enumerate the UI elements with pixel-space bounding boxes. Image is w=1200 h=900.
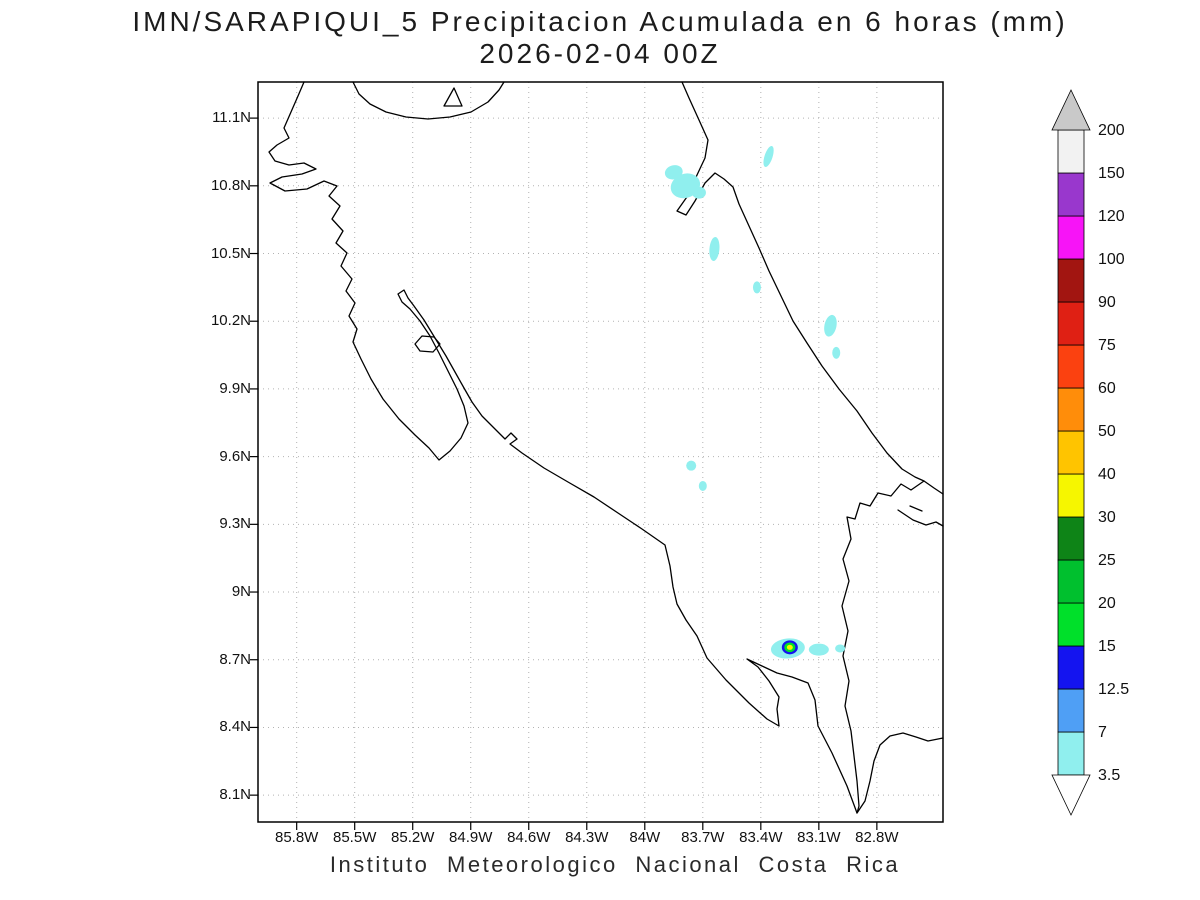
colorbar-segment (1057, 301, 1085, 346)
precip-patch (832, 346, 841, 359)
lat-tick-label: 9.3N (219, 515, 251, 533)
precip-patch (709, 237, 720, 261)
precip-patch (752, 281, 761, 294)
lon-tick-label: 85.5W (333, 829, 377, 846)
lat-tick-label: 9.9N (219, 379, 251, 397)
lon-tick-label: 84.9W (449, 829, 493, 846)
precip-patch (808, 643, 829, 656)
map-canvas (250, 81, 944, 830)
colorbar-segment (1057, 215, 1085, 260)
lon-tick-label: 85.8W (274, 829, 319, 846)
chart-title: IMN/SARAPIQUI_5 Precipitacion Acumulada … (132, 6, 1068, 37)
axis-tick-marks (250, 117, 878, 830)
coastline-layer (268, 81, 944, 814)
pacific-coastline (268, 81, 944, 814)
lat-tick-label: 9.6N (219, 447, 251, 465)
footer-text: Instituto Meteorologico Nacional Costa R… (329, 852, 901, 877)
chart-datetime: 2026-02-04 00Z (479, 38, 721, 69)
lon-tick-label: 85.2W (391, 829, 435, 846)
colorbar-segment (1057, 172, 1085, 217)
lon-tick-label: 83.7W (681, 829, 725, 846)
colorbar-top-arrow (1051, 89, 1091, 131)
colorbar-label: 50 (1098, 423, 1116, 440)
lake-nicaragua-shore (352, 81, 505, 120)
colorbar-label: 40 (1098, 466, 1116, 483)
colorbar-label: 200 (1098, 122, 1125, 139)
precip-patch (835, 644, 846, 653)
colorbar-label: 12.5 (1098, 681, 1129, 698)
colorbar-label: 60 (1098, 380, 1116, 397)
precipitation-layer (664, 145, 846, 659)
colorbar-canvas: 3.5 7 12.5 15 20 25 30 40 50 60 75 90 100 120 150 200 (1051, 89, 1129, 816)
lat-tick-label: 9N (231, 583, 251, 601)
precip-patch (698, 480, 707, 491)
colorbar-segment (1057, 430, 1085, 475)
lat-tick-label: 8.1N (219, 786, 251, 804)
lat-tick-label: 10.2N (210, 312, 251, 330)
precip-patch (786, 644, 793, 650)
grid-lines (258, 82, 943, 822)
colorbar-segment (1057, 645, 1085, 690)
lon-tick-label: 84W (629, 829, 661, 846)
bocas-coast-detail (897, 505, 944, 527)
lat-tick-label: 10.5N (210, 244, 251, 262)
lat-tick-label: 8.4N (219, 718, 251, 736)
colorbar-label: 30 (1098, 509, 1116, 526)
colorbar-segment (1057, 344, 1085, 389)
colorbar: 3.5 7 12.5 15 20 25 30 40 50 60 75 90 100 120 150 200 (1050, 82, 1200, 827)
lake-island (443, 87, 463, 107)
lon-tick-label: 84.3W (565, 829, 609, 846)
colorbar-segment (1057, 731, 1085, 776)
lon-tick-label: 84.6W (507, 829, 551, 846)
colorbar-segment (1057, 516, 1085, 561)
colorbar-segment (1057, 602, 1085, 647)
colorbar-segment (1057, 688, 1085, 733)
colorbar-segment (1057, 258, 1085, 303)
colorbar-label: 150 (1098, 165, 1125, 182)
colorbar-segment (1057, 559, 1085, 604)
colorbar-label: 15 (1098, 638, 1116, 655)
precip-patch (691, 186, 706, 199)
colorbar-label: 90 (1098, 294, 1116, 311)
colorbar-label: 3.5 (1098, 767, 1120, 784)
colorbar-label: 25 (1098, 552, 1116, 569)
colorbar-bottom-arrow (1051, 774, 1091, 816)
lat-tick-label: 8.7N (219, 650, 251, 668)
precip-patch (824, 314, 837, 337)
lon-tick-label: 82.8W (855, 829, 899, 846)
lat-tick-label: 11.1N (212, 109, 251, 127)
panama-border-line (841, 480, 925, 814)
lon-tick-label: 83.4W (739, 829, 783, 846)
colorbar-label: 120 (1098, 208, 1125, 225)
precip-patch (763, 145, 774, 168)
colorbar-label: 75 (1098, 337, 1116, 354)
colorbar-segment (1057, 387, 1085, 432)
precip-patch (664, 165, 683, 180)
colorbar-label: 7 (1098, 724, 1107, 741)
colorbar-segment (1057, 129, 1085, 174)
colorbar-label: 20 (1098, 595, 1116, 612)
chira-island (414, 335, 441, 353)
colorbar-label: 100 (1098, 251, 1125, 268)
map-frame (257, 81, 944, 823)
lat-tick-label: 10.8N (210, 176, 251, 194)
caribbean-coastline (676, 81, 944, 495)
colorbar-segment (1057, 473, 1085, 518)
map-plot-area (250, 81, 944, 830)
precip-patch (686, 460, 697, 471)
lon-tick-label: 83.1W (797, 829, 841, 846)
